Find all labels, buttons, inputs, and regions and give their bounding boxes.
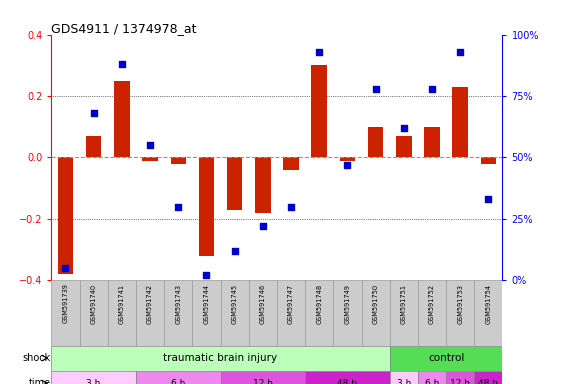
Text: control: control xyxy=(428,353,464,363)
Text: 48 h: 48 h xyxy=(478,379,498,384)
Bar xyxy=(305,280,333,346)
Bar xyxy=(220,280,249,346)
Bar xyxy=(390,371,418,384)
Text: time: time xyxy=(29,378,51,384)
Bar xyxy=(277,280,305,346)
Text: GSM591751: GSM591751 xyxy=(401,283,407,324)
Bar xyxy=(142,157,158,161)
Point xyxy=(174,204,183,210)
Bar xyxy=(446,371,475,384)
Bar xyxy=(108,280,136,346)
Bar xyxy=(136,371,220,384)
Text: GSM591747: GSM591747 xyxy=(288,283,294,324)
Bar xyxy=(114,81,130,157)
Bar xyxy=(192,280,220,346)
Point xyxy=(89,110,98,116)
Bar xyxy=(136,280,164,346)
Text: 3 h: 3 h xyxy=(397,379,411,384)
Text: GSM591748: GSM591748 xyxy=(316,283,322,324)
Bar xyxy=(51,346,389,371)
Point xyxy=(456,49,465,55)
Text: GSM591749: GSM591749 xyxy=(344,283,351,324)
Bar xyxy=(51,280,79,346)
Bar xyxy=(452,87,468,157)
Text: 12 h: 12 h xyxy=(253,379,273,384)
Bar xyxy=(481,157,496,164)
Point xyxy=(484,196,493,202)
Text: GSM591753: GSM591753 xyxy=(457,283,463,324)
Bar xyxy=(305,371,389,384)
Text: shock: shock xyxy=(23,353,51,363)
Point xyxy=(428,86,437,92)
Bar xyxy=(340,157,355,161)
Text: GSM591754: GSM591754 xyxy=(485,283,492,324)
Bar xyxy=(79,280,108,346)
Point xyxy=(399,125,408,131)
Point xyxy=(371,86,380,92)
Bar xyxy=(390,346,502,371)
Text: GSM591745: GSM591745 xyxy=(232,283,238,324)
Bar xyxy=(368,127,383,157)
Bar xyxy=(171,157,186,164)
Bar xyxy=(333,280,361,346)
Text: GSM591752: GSM591752 xyxy=(429,283,435,324)
Text: GSM591744: GSM591744 xyxy=(203,283,210,324)
Bar xyxy=(164,280,192,346)
Bar xyxy=(475,280,502,346)
Text: GSM591741: GSM591741 xyxy=(119,283,125,324)
Text: 3 h: 3 h xyxy=(86,379,101,384)
Text: 6 h: 6 h xyxy=(425,379,439,384)
Text: traumatic brain injury: traumatic brain injury xyxy=(163,353,278,363)
Bar xyxy=(361,280,390,346)
Bar xyxy=(390,280,418,346)
Text: GSM591750: GSM591750 xyxy=(373,283,379,324)
Point xyxy=(315,49,324,55)
Bar xyxy=(199,157,214,256)
Text: GSM591740: GSM591740 xyxy=(91,283,96,324)
Bar xyxy=(418,280,446,346)
Point xyxy=(230,248,239,254)
Bar xyxy=(311,65,327,157)
Text: GSM591742: GSM591742 xyxy=(147,283,153,324)
Bar xyxy=(249,280,277,346)
Point xyxy=(202,272,211,278)
Text: GSM591743: GSM591743 xyxy=(175,283,181,324)
Bar xyxy=(227,157,243,210)
Bar xyxy=(446,280,475,346)
Bar xyxy=(424,127,440,157)
Text: 12 h: 12 h xyxy=(450,379,470,384)
Bar xyxy=(418,371,446,384)
Point xyxy=(287,204,296,210)
Bar xyxy=(475,371,502,384)
Bar xyxy=(396,136,412,157)
Point xyxy=(146,142,155,148)
Point xyxy=(343,162,352,168)
Text: GSM591746: GSM591746 xyxy=(260,283,266,324)
Bar xyxy=(51,371,136,384)
Bar xyxy=(86,136,102,157)
Text: GDS4911 / 1374978_at: GDS4911 / 1374978_at xyxy=(51,22,197,35)
Point xyxy=(117,61,126,67)
Bar xyxy=(283,157,299,170)
Text: GSM591739: GSM591739 xyxy=(62,283,69,323)
Text: 6 h: 6 h xyxy=(171,379,186,384)
Text: 48 h: 48 h xyxy=(337,379,357,384)
Bar xyxy=(58,157,73,274)
Bar xyxy=(220,371,305,384)
Bar xyxy=(255,157,271,213)
Point xyxy=(61,265,70,271)
Point xyxy=(258,223,267,229)
